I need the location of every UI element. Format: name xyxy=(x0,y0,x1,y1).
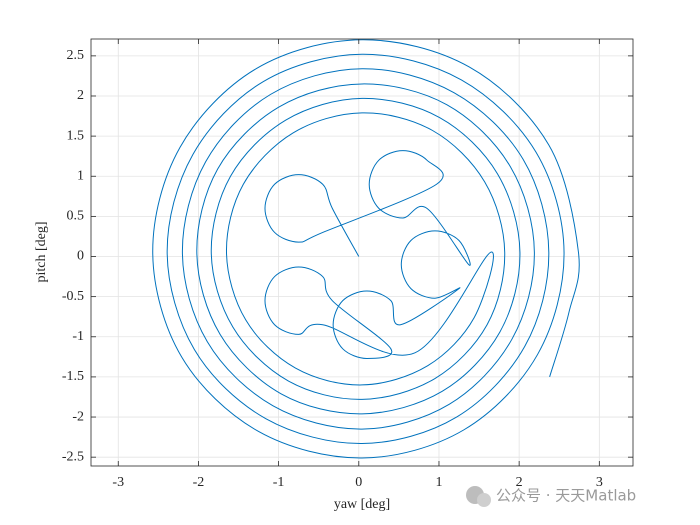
y-tick-label: 2 xyxy=(77,88,84,103)
watermark-icon xyxy=(477,493,491,507)
y-tick-label: -1 xyxy=(72,329,84,344)
x-tick-label: 1 xyxy=(435,475,442,490)
x-axis-label: yaw [deg] xyxy=(334,497,390,512)
y-tick-label: 1.5 xyxy=(67,128,85,143)
x-tick-label: 0 xyxy=(355,475,362,490)
y-tick-label: 0.5 xyxy=(67,209,85,224)
plot xyxy=(152,39,580,459)
trajectory-line xyxy=(152,39,580,459)
y-tick-label: 2.5 xyxy=(67,48,85,63)
x-tick-label: 2 xyxy=(516,475,523,490)
y-axis-label: pitch [deg] xyxy=(34,221,49,282)
y-tick-label: 1 xyxy=(77,168,84,183)
ticks: -3 -2 -1 0 1 2 3 -2.5 -2 -1.5 -1 -0.5 0 0.5 1 1.5 2 2.5 xyxy=(62,39,633,490)
y-tick-label: -2 xyxy=(72,409,84,424)
x-tick-label: -3 xyxy=(112,475,124,490)
y-tick-label: 0 xyxy=(77,249,84,264)
watermark-text: 公众号 · 天天Matlab xyxy=(496,487,636,505)
x-tick-label: -1 xyxy=(273,475,285,490)
watermark: 公众号 · 天天Matlab xyxy=(466,486,636,507)
grid xyxy=(91,39,633,466)
y-tick-label: -0.5 xyxy=(62,289,84,304)
x-tick-label: -2 xyxy=(193,475,205,490)
x-tick-label: 3 xyxy=(596,475,603,490)
axes-box xyxy=(90,38,634,467)
y-tick-label: -1.5 xyxy=(62,369,84,384)
y-tick-label: -2.5 xyxy=(62,449,84,464)
